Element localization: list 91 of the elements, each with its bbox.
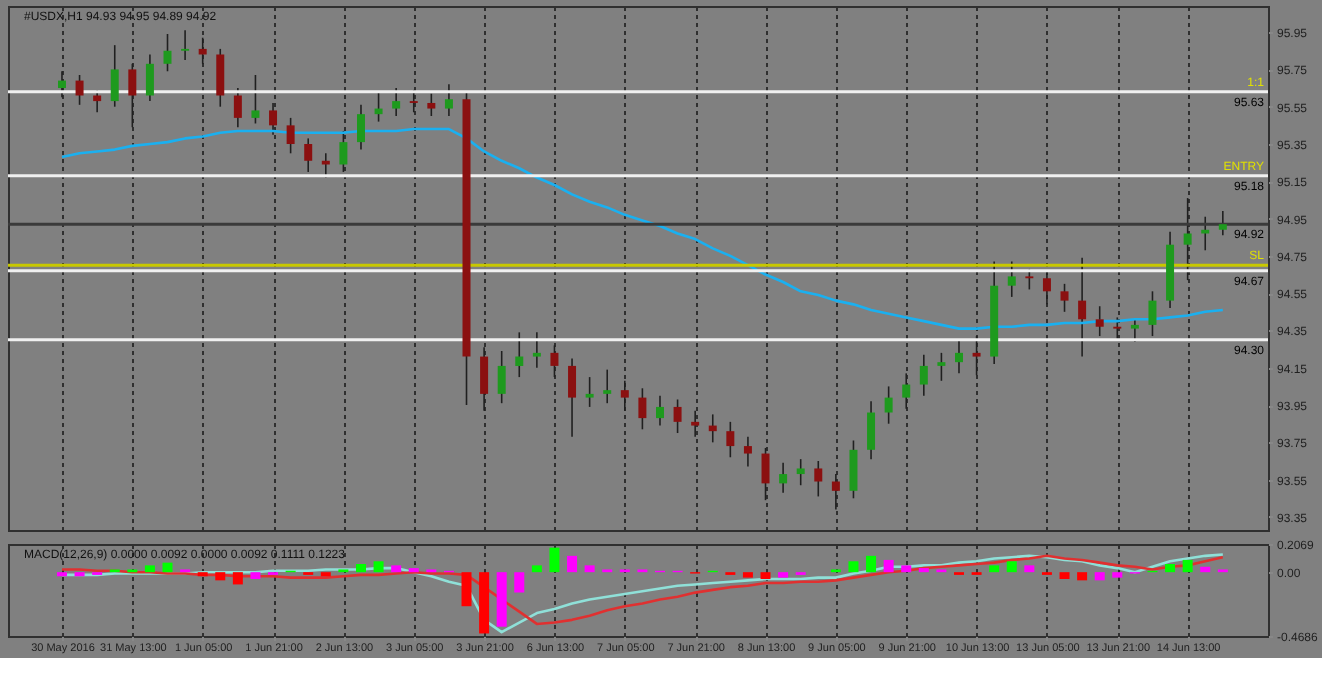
candlestick <box>181 29 190 61</box>
bar <box>760 572 771 579</box>
candlestick <box>1095 305 1104 337</box>
candlestick <box>673 398 682 434</box>
bar <box>1200 566 1211 573</box>
bar <box>391 565 402 573</box>
bar <box>567 555 578 573</box>
candlestick <box>1130 318 1139 343</box>
bar <box>1182 559 1193 573</box>
candlestick <box>638 387 647 431</box>
candlestick <box>919 353 928 397</box>
candlestick <box>145 53 154 102</box>
candlestick <box>110 44 119 108</box>
bar <box>1059 572 1070 579</box>
bar <box>1024 565 1035 573</box>
bar <box>883 559 894 573</box>
candlestick <box>761 447 770 501</box>
candlestick <box>585 376 594 408</box>
candlestick <box>937 352 946 382</box>
candlestick <box>1113 316 1122 341</box>
bar <box>989 565 1000 573</box>
candlestick <box>286 117 295 155</box>
candlestick <box>743 435 752 468</box>
candlestick <box>251 74 260 125</box>
candlestick <box>568 357 577 438</box>
candlestick <box>339 130 348 173</box>
bar <box>901 565 912 573</box>
candlestick <box>831 473 840 511</box>
candlestick <box>269 102 278 136</box>
bar <box>1077 572 1088 581</box>
candlestick <box>620 380 629 412</box>
candlestick <box>163 33 172 73</box>
candlestick <box>603 368 612 404</box>
candlestick <box>1078 256 1087 358</box>
candlestick <box>75 74 84 106</box>
candlestick <box>550 344 559 378</box>
candlestick <box>480 346 489 412</box>
candlestick <box>1183 197 1192 281</box>
candlestick <box>321 152 330 179</box>
candlestick <box>128 63 137 129</box>
candlestick <box>1042 271 1051 306</box>
candlestick <box>779 462 788 494</box>
candlestick <box>972 335 981 377</box>
candlestick <box>1218 210 1227 237</box>
candlestick <box>1148 290 1157 337</box>
bar <box>232 572 243 585</box>
bar <box>848 561 859 573</box>
bar <box>162 562 173 573</box>
candlestick <box>849 439 858 500</box>
candlestick <box>902 372 911 410</box>
candlestick <box>216 48 225 108</box>
candlestick <box>427 92 436 117</box>
bar <box>373 561 384 573</box>
bar <box>250 572 261 579</box>
candlestick <box>884 385 893 425</box>
candlestick <box>497 350 506 404</box>
candlestick <box>814 460 823 498</box>
candlestick <box>691 409 700 438</box>
bar <box>479 572 490 634</box>
bar <box>1094 572 1105 581</box>
candlestick <box>233 87 242 129</box>
candlestick <box>1060 283 1069 313</box>
candlestick <box>796 458 805 487</box>
candlestick <box>954 338 963 375</box>
candlestick <box>444 83 453 117</box>
bar <box>531 565 542 573</box>
bar <box>514 572 525 593</box>
bar <box>742 572 753 578</box>
candlestick <box>867 400 876 460</box>
bar <box>549 547 560 573</box>
bar <box>496 572 507 627</box>
bar <box>1112 572 1123 578</box>
bar <box>866 555 877 573</box>
bar <box>584 565 595 573</box>
candlestick <box>1007 260 1016 298</box>
candlestick <box>356 104 365 151</box>
bar <box>1006 561 1017 573</box>
candlestick <box>726 421 735 459</box>
candlestick <box>532 331 541 369</box>
bar <box>215 572 226 581</box>
candlestick <box>515 331 524 378</box>
candlestick <box>304 137 313 173</box>
bar <box>778 572 789 578</box>
candlestick <box>57 70 66 99</box>
candlestick <box>655 394 664 427</box>
bar <box>461 572 472 607</box>
bar <box>355 564 366 573</box>
bar <box>144 565 155 573</box>
candlestick <box>1201 215 1210 252</box>
bar <box>1165 564 1176 573</box>
candlestick <box>392 87 401 117</box>
